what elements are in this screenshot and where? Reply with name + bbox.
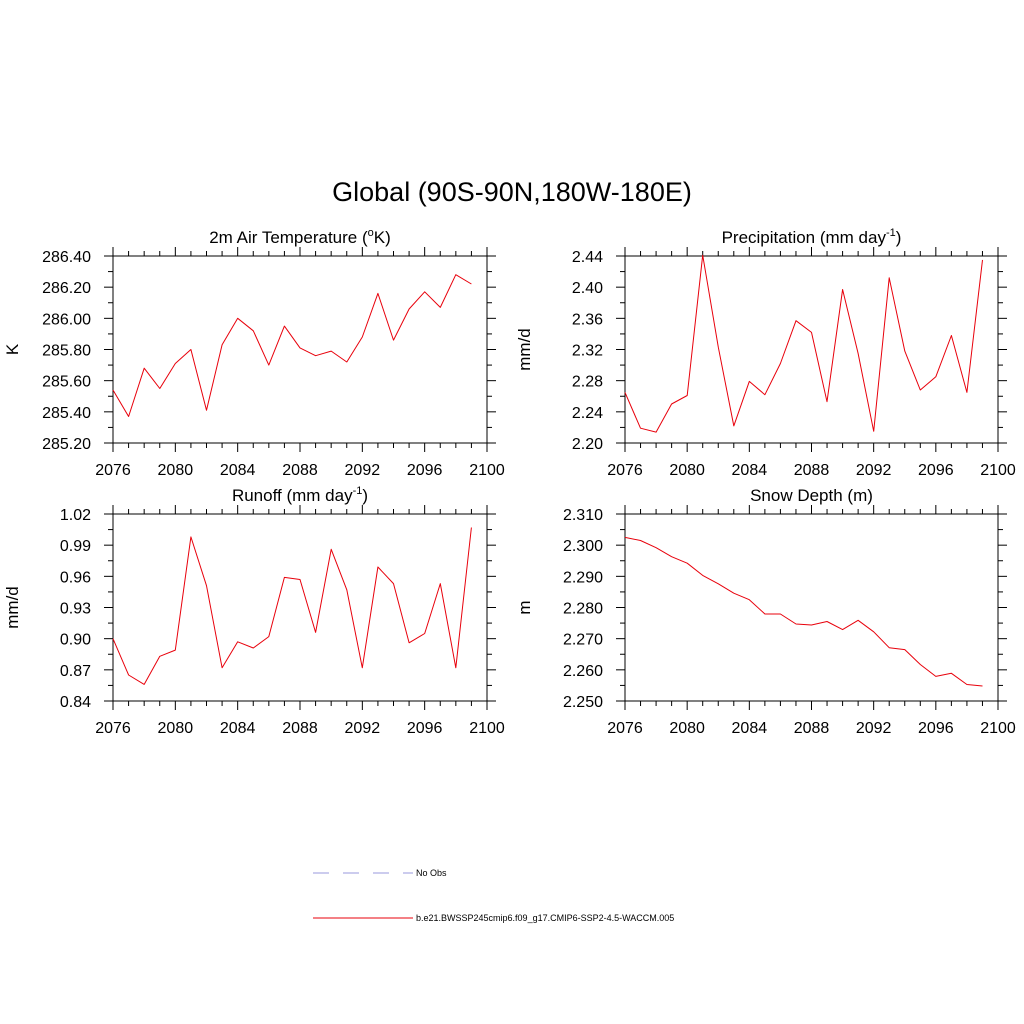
- y-tick-label: 2.300: [563, 538, 603, 555]
- y-tick-label: 286.00: [42, 311, 91, 328]
- x-tick-label: 2076: [607, 462, 643, 479]
- panel-title: Runoff (mm day-1): [232, 485, 368, 505]
- x-tick-label: 2092: [345, 462, 381, 479]
- panel-snow-depth: Snow Depth (m) 2076 2080 2084 2088 2092 2096 21…: [515, 486, 1016, 737]
- legend-label: No Obs: [416, 868, 447, 878]
- plot-frame: [624, 513, 999, 702]
- x-tick-label: 2096: [918, 462, 954, 479]
- x-tick-label: 2084: [732, 462, 768, 479]
- x-tick-label: 2096: [407, 720, 443, 737]
- y-axis-label: m: [515, 600, 534, 614]
- y-tick-label: 2.44: [572, 249, 603, 266]
- y-tick-label: 2.28: [572, 374, 603, 391]
- y-tick-label: 2.290: [563, 569, 603, 586]
- x-tick-label: 2092: [345, 720, 381, 737]
- x-tick-label: 2084: [220, 720, 256, 737]
- x-tick-label: 2100: [980, 462, 1016, 479]
- series-line: [112, 274, 472, 417]
- y-tick-label: 285.40: [42, 405, 91, 422]
- y-tick-label: 0.99: [60, 538, 91, 555]
- y-tick-label: 285.80: [42, 343, 91, 360]
- y-tick-label: 0.96: [60, 569, 91, 586]
- x-tick-label: 2080: [158, 462, 194, 479]
- x-tick-label: 2096: [918, 720, 954, 737]
- y-tick-label: 0.93: [60, 601, 91, 618]
- x-tick-label: 2076: [607, 720, 643, 737]
- y-tick-label: 2.260: [563, 663, 603, 680]
- y-tick-label: 1.02: [60, 507, 91, 524]
- y-tick-label: 0.90: [60, 632, 91, 649]
- panels: 2m Air Temperature (oK) 2076 2080 2084 2088 2…: [3, 227, 1016, 737]
- x-tick-label: 2080: [669, 462, 705, 479]
- plot-frame: [112, 513, 488, 702]
- panel-title: 2m Air Temperature (oK): [209, 227, 391, 247]
- y-tick-label: 2.40: [572, 280, 603, 297]
- y-axis-label: K: [3, 343, 22, 355]
- panel-title: Snow Depth (m): [750, 486, 873, 505]
- x-tick-label: 2092: [856, 720, 892, 737]
- y-axis-label: mm/d: [3, 586, 22, 629]
- panel-runoff: Runoff (mm day-1) 2076 2080 2084 2088 2092 209…: [3, 485, 505, 737]
- y-tick-label: 2.310: [563, 507, 603, 524]
- y-tick-label: 2.24: [572, 405, 603, 422]
- x-tick-label: 2100: [469, 462, 505, 479]
- y-tick-label: 2.280: [563, 601, 603, 618]
- x-tick-label: 2096: [407, 462, 443, 479]
- y-tick-label: 285.20: [42, 436, 91, 453]
- plot-frame: [112, 255, 488, 444]
- plot-frame: [624, 255, 999, 444]
- y-tick-label: 286.20: [42, 280, 91, 297]
- y-tick-label: 2.270: [563, 632, 603, 649]
- x-tick-label: 2076: [95, 720, 131, 737]
- x-tick-label: 2100: [980, 720, 1016, 737]
- x-tick-label: 2088: [282, 462, 318, 479]
- x-tick-label: 2088: [794, 462, 830, 479]
- x-tick-label: 2080: [669, 720, 705, 737]
- series-line: [112, 527, 472, 685]
- y-tick-label: 285.60: [42, 374, 91, 391]
- x-tick-label: 2088: [794, 720, 830, 737]
- legend-label: b.e21.BWSSP245cmip6.f09_g17.CMIP6-SSP2-4…: [416, 913, 674, 923]
- series-line: [624, 254, 983, 433]
- x-tick-label: 2084: [220, 462, 256, 479]
- figure-title: Global (90S-90N,180W-180E): [332, 177, 692, 207]
- x-tick-label: 2076: [95, 462, 131, 479]
- y-tick-label: 0.87: [60, 663, 91, 680]
- x-tick-label: 2084: [732, 720, 768, 737]
- y-tick-label: 286.40: [42, 249, 91, 266]
- panel-precipitation: Precipitation (mm day-1) 2076 2080 2084 2088…: [515, 227, 1016, 479]
- y-tick-label: 2.250: [563, 694, 603, 711]
- y-tick-label: 2.36: [572, 311, 603, 328]
- x-tick-label: 2092: [856, 462, 892, 479]
- y-tick-label: 2.20: [572, 436, 603, 453]
- legend: No Obs b.e21.BWSSP245cmip6.f09_g17.CMIP6-…: [313, 868, 674, 923]
- y-tick-label: 0.84: [60, 694, 91, 711]
- panel-temperature: 2m Air Temperature (oK) 2076 2080 2084 2088 2…: [3, 227, 505, 479]
- x-tick-label: 2080: [158, 720, 194, 737]
- y-tick-label: 2.32: [572, 343, 603, 360]
- y-axis-label: mm/d: [515, 328, 534, 371]
- x-tick-label: 2100: [469, 720, 505, 737]
- series-line: [624, 536, 983, 687]
- x-tick-label: 2088: [282, 720, 318, 737]
- panel-title: Precipitation (mm day-1): [722, 227, 902, 247]
